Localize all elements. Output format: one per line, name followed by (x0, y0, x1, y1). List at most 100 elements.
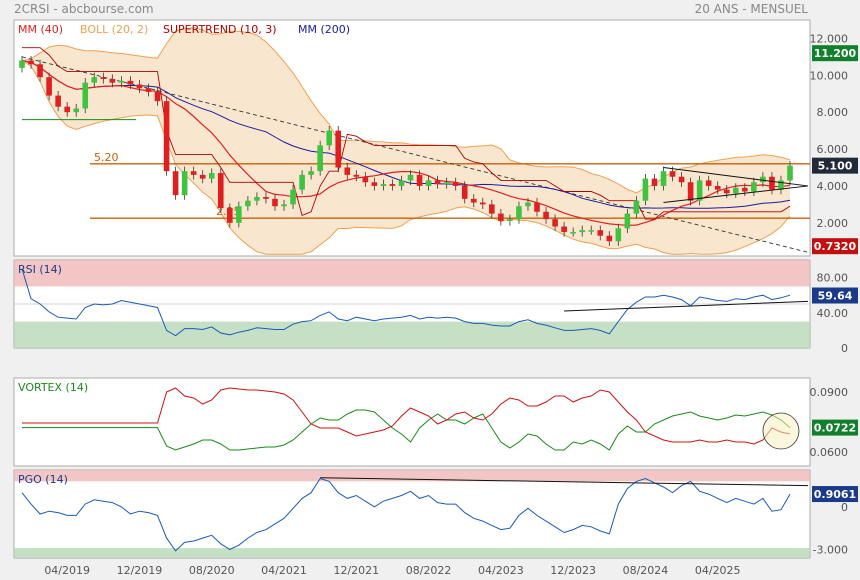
vortex-badge-bg (812, 419, 858, 436)
candle (172, 171, 179, 196)
price-badge-1-bg (812, 157, 858, 174)
rsi-oversold-zone (14, 321, 810, 348)
candle (714, 185, 721, 190)
x-tick-label: 08/2022 (406, 564, 452, 577)
vortex-line-0 (22, 409, 791, 451)
candle (362, 176, 369, 183)
rsi-trendline (564, 300, 809, 312)
candle (479, 202, 486, 205)
candle (245, 200, 251, 207)
candle (398, 180, 405, 186)
rsi-tick: 80.00 (817, 272, 849, 285)
candle (552, 219, 558, 227)
candle (317, 145, 323, 172)
candle (254, 197, 260, 201)
x-tick-label: 04/2023 (478, 564, 524, 577)
candle (380, 184, 387, 186)
candle (335, 130, 342, 168)
candle (425, 180, 432, 186)
candle (290, 189, 296, 205)
price-tick: 10.000 (810, 69, 849, 82)
candle (73, 108, 80, 113)
candle (696, 180, 703, 201)
vortex-tick: 0.0600 (810, 446, 849, 459)
candle (217, 173, 224, 209)
candle (705, 180, 712, 186)
candle (769, 176, 775, 190)
period-title: 20 ANS - MENSUEL (695, 2, 809, 16)
candle (154, 91, 161, 102)
symbol-title: 2CRSI - abcbourse.com (14, 2, 154, 16)
pgo-tick: 0 (841, 501, 848, 514)
x-tick-label: 08/2020 (189, 564, 235, 577)
rsi-tick: 40.00 (817, 307, 849, 320)
candle (615, 228, 622, 242)
candle (100, 77, 107, 79)
candle (118, 80, 125, 83)
candle (787, 165, 793, 181)
candle (624, 213, 631, 229)
candle (344, 167, 351, 175)
candle (633, 200, 640, 214)
legend-mm200: MM (200) (298, 23, 350, 36)
candle (208, 173, 215, 179)
candle (606, 235, 613, 242)
candle (732, 187, 739, 194)
mm200-line (21, 60, 791, 209)
candle (416, 174, 423, 186)
candle (651, 178, 658, 186)
candle (272, 198, 278, 207)
price-tick: 2.000 (817, 217, 849, 230)
legend-mm40: MM (40) (18, 23, 63, 36)
candle (407, 174, 414, 181)
price-tick: 12.000 (810, 32, 849, 45)
pgo-lower-zone (14, 548, 810, 558)
candle (236, 206, 242, 223)
candle (597, 230, 604, 236)
triangle-bottom (663, 185, 809, 204)
x-tick-label: 12/2019 (117, 564, 163, 577)
candle (470, 198, 477, 203)
candle (516, 206, 522, 220)
candle (227, 208, 233, 223)
candle (760, 176, 766, 183)
price-tick: 4.000 (817, 180, 849, 193)
vortex-panel (13, 377, 811, 467)
candle (751, 182, 757, 192)
candle (326, 130, 333, 146)
candle (199, 174, 206, 179)
trendline (21, 56, 809, 253)
candle (507, 219, 513, 221)
price-tick: 8.000 (817, 106, 849, 119)
candle (46, 77, 52, 96)
candle (190, 171, 197, 175)
rsi-line (21, 268, 791, 337)
vortex-badge: 0.0722 (814, 422, 856, 435)
level-label: 5.20 (94, 151, 119, 164)
price-badge-2: 0.7320 (814, 240, 857, 253)
candle (299, 174, 305, 190)
rsi-badge-bg (812, 287, 858, 304)
pgo-title: PGO (14) (18, 473, 68, 486)
rsi-overbought-zone (14, 260, 810, 287)
candle (353, 174, 360, 177)
x-tick-label: 04/2021 (261, 564, 307, 577)
candle (127, 80, 134, 85)
candle (443, 182, 450, 185)
pgo-line (21, 477, 791, 552)
candle (642, 178, 649, 201)
x-tick-label: 12/2021 (333, 564, 379, 577)
vortex-title: VORTEX (14) (18, 381, 88, 394)
candle (19, 60, 25, 68)
candle (687, 182, 694, 201)
candle (109, 79, 116, 83)
candle (82, 82, 89, 109)
rsi-title: RSI (14) (18, 263, 62, 276)
price-badge-0: 11.200 (814, 47, 857, 60)
price-panel (13, 19, 811, 257)
pgo-tick: -3.000 (813, 543, 848, 556)
vortex-line-1 (22, 387, 791, 445)
candle (669, 171, 676, 177)
candle (778, 180, 784, 190)
candle (64, 106, 70, 113)
